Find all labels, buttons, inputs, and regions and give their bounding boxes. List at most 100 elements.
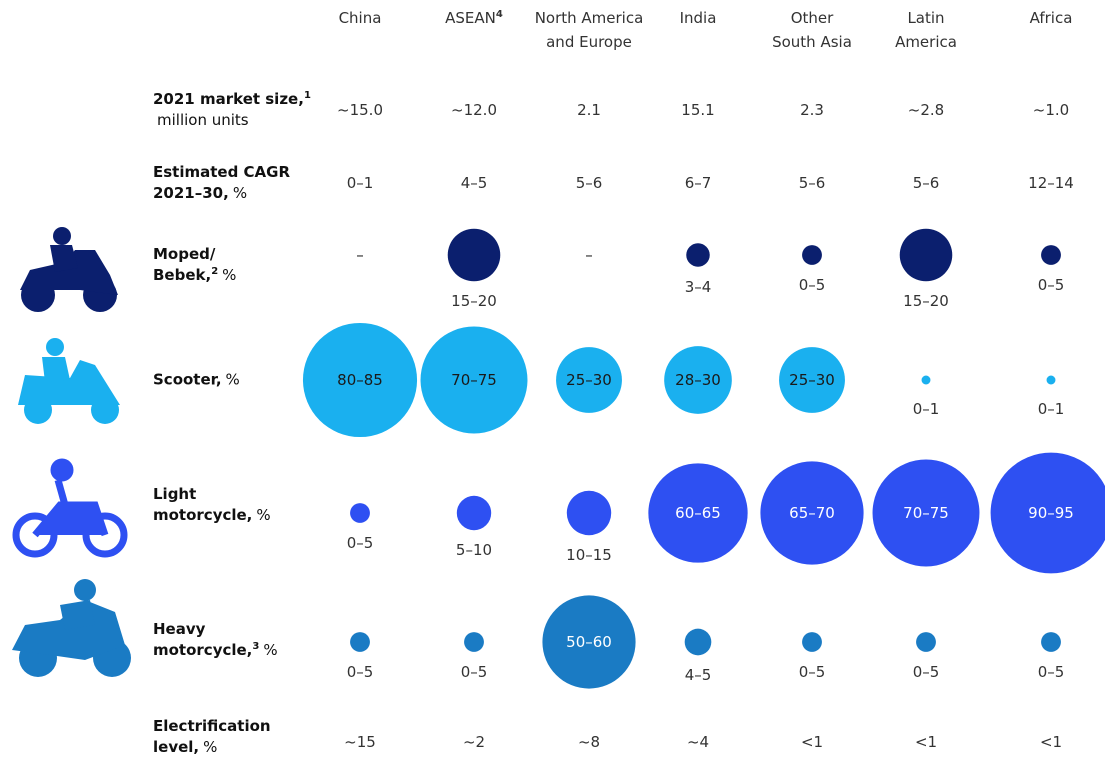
cell-value: ~12.0	[451, 101, 497, 119]
heavy-motorcycle-icon	[12, 579, 131, 677]
cell-value: <1	[800, 733, 824, 751]
cell-value: <1	[914, 733, 938, 751]
bubble-label: 65–70	[789, 504, 835, 522]
row-label: Moped/Bebek,2%	[153, 244, 236, 286]
bubble	[566, 490, 612, 536]
bubble-label: 0–5	[346, 533, 374, 552]
cell-value: 5–6	[798, 174, 826, 192]
row-label-text: 3	[252, 641, 260, 652]
bubble	[990, 452, 1105, 574]
cell-value: 5–6	[575, 174, 603, 192]
header-line: North America	[534, 9, 644, 27]
row-label-text: motorcycle,	[153, 641, 253, 659]
bubble-label: 0–5	[798, 275, 826, 294]
bubble-label: 70–75	[451, 371, 497, 389]
column-header: Latin America	[895, 6, 957, 54]
cell-value: ~8	[577, 733, 601, 751]
column-header: Africa	[1030, 6, 1073, 30]
bubble-label: 0–5	[460, 662, 488, 681]
bubble	[542, 595, 636, 689]
bubble	[420, 326, 528, 434]
bubble-label: 0–5	[1037, 275, 1065, 294]
bubble	[1041, 245, 1061, 265]
row-label-text: Moped/	[153, 245, 216, 263]
bubble-label: 5–10	[455, 541, 493, 560]
bubble	[921, 375, 931, 385]
bubble	[456, 495, 492, 531]
row-label-text: %	[203, 738, 218, 756]
row-label-line: Moped/	[153, 244, 236, 265]
cell-value: 2.3	[800, 101, 824, 119]
row-label-text: %	[225, 370, 240, 389]
header-line: Other	[790, 9, 834, 27]
column-header: North America and Europe	[535, 6, 644, 54]
row-label-line: Electrification	[153, 716, 271, 737]
row-label: Electrification level,%	[153, 716, 271, 758]
cell-value: 15.1	[681, 101, 715, 119]
row-label-line: Scooter,%	[153, 370, 240, 391]
cell-value: 2.1	[577, 101, 601, 119]
bubble-label: 50–60	[566, 633, 612, 651]
row-label-text: Heavy	[153, 620, 206, 638]
row-label-text: 2021 market size,	[153, 90, 304, 108]
column-header: China	[339, 6, 382, 30]
row-label-line: Light	[153, 484, 271, 505]
row-label: Scooter,%	[153, 370, 240, 391]
row-label-text: million units	[157, 111, 249, 129]
row-label-text: motorcycle,	[153, 506, 253, 524]
row-label-text: Scooter,	[153, 370, 222, 389]
header-sup: 4	[495, 9, 503, 20]
bubble	[648, 463, 748, 563]
cell-value: –	[585, 246, 593, 264]
bubble-label: 25–30	[566, 371, 612, 389]
bubble	[1041, 632, 1061, 652]
column-header: ASEAN4	[445, 6, 503, 30]
row-label-line: million units	[153, 110, 311, 131]
bubble-label: 0–5	[798, 662, 826, 681]
bubble-label: 28–30	[675, 371, 721, 389]
column-header: India	[680, 6, 717, 30]
bubble	[872, 459, 980, 567]
bubble-label: 4–5	[684, 666, 712, 685]
bubble	[464, 632, 484, 652]
bubble	[350, 503, 370, 523]
bubble	[760, 461, 864, 565]
row-label-line: Estimated CAGR	[153, 162, 290, 183]
column-header: Other South Asia	[772, 6, 852, 54]
bubble	[802, 245, 822, 265]
row-label-line: 2021 market size,1	[153, 89, 311, 110]
bubble	[779, 347, 845, 413]
cell-value: –	[356, 246, 364, 264]
bubble-label: 60–65	[675, 504, 721, 522]
cell-value: ~2	[462, 733, 486, 751]
bubble-label: 80–85	[337, 371, 383, 389]
bubble-label: 25–30	[789, 371, 835, 389]
row-label-line: motorcycle,3%	[153, 640, 278, 661]
bubble	[802, 632, 822, 652]
row-label-text: 2	[211, 266, 219, 277]
header-line: and Europe	[546, 33, 632, 51]
bubble-label: 0–1	[1037, 400, 1065, 418]
row-label-line: Bebek,2%	[153, 265, 236, 286]
row-label-text: Estimated CAGR	[153, 163, 291, 181]
bubble	[1046, 375, 1056, 385]
row-label: Heavy motorcycle,3%	[153, 619, 278, 661]
row-label-line: Heavy	[153, 619, 278, 640]
row-label-text: Bebek,	[153, 266, 212, 284]
row-label-text: %	[232, 184, 248, 202]
scooter-icon	[18, 338, 120, 424]
row-label-text: 2021–30,	[153, 184, 229, 202]
cell-value: 12–14	[1028, 174, 1074, 192]
light-motorcycle-icon	[12, 458, 128, 558]
cell-value: ~1.0	[1032, 101, 1070, 119]
bubble-label: 0–5	[346, 662, 374, 681]
cell-value: ~15.0	[337, 101, 383, 119]
bubble-label: 0–5	[1037, 662, 1065, 681]
cell-value: <1	[1039, 733, 1063, 751]
bubble	[916, 632, 936, 652]
row-label-text: Electrification	[153, 717, 271, 735]
bubble-label: 15–20	[451, 292, 497, 311]
cell-value: 5–6	[912, 174, 940, 192]
